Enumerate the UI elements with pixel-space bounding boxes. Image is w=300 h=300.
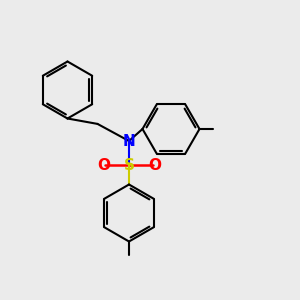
Text: O: O — [97, 158, 110, 172]
Text: N: N — [123, 134, 135, 148]
Text: O: O — [148, 158, 161, 172]
Text: S: S — [124, 158, 134, 172]
